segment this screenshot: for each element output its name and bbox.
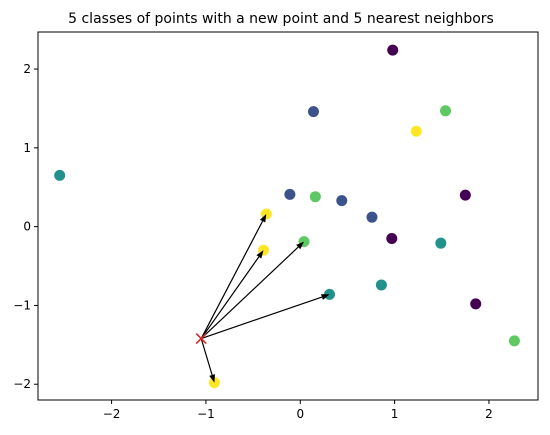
neighbor-arrow <box>200 214 267 339</box>
points-layer <box>54 44 520 389</box>
y-tick-label: −2 <box>13 377 31 391</box>
x-tick-label: 1 <box>391 407 399 421</box>
x-tick-label: −1 <box>197 407 215 421</box>
data-point <box>410 125 422 137</box>
y-tick-label: 0 <box>23 220 31 234</box>
x-tick-label: 2 <box>485 407 493 421</box>
arrows-layer <box>200 214 330 383</box>
neighbor-arrow <box>200 241 305 339</box>
data-point <box>284 188 296 200</box>
y-tick-label: 1 <box>23 141 31 155</box>
data-point <box>336 195 348 207</box>
plot-frame <box>37 31 539 401</box>
data-point <box>440 105 452 117</box>
neighbor-arrow <box>200 250 264 339</box>
neighbor-arrow <box>200 338 215 383</box>
chart-title: 5 classes of points with a new point and… <box>68 11 494 27</box>
y-tick-label: 2 <box>23 62 31 76</box>
x-tick-label: 0 <box>296 407 304 421</box>
data-point <box>459 189 471 201</box>
data-point <box>307 106 319 118</box>
data-point <box>387 44 399 56</box>
new-point-layer <box>195 332 207 345</box>
data-point <box>470 298 482 310</box>
y-tick-label: −1 <box>13 298 31 312</box>
new-point-marker <box>195 332 207 345</box>
data-point <box>309 191 321 203</box>
neighbor-arrow <box>201 294 330 340</box>
data-point <box>386 232 398 244</box>
data-point <box>375 279 387 291</box>
x-tick-label: −2 <box>103 407 121 421</box>
axes: −2 −1 0 1 2 −2 −1 0 1 2 <box>13 31 539 421</box>
data-point <box>435 237 447 249</box>
data-point <box>54 169 66 181</box>
data-point <box>508 335 520 347</box>
data-point <box>366 211 378 223</box>
